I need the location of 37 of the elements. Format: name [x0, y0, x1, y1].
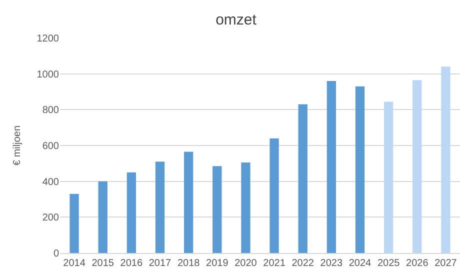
chart-title: omzet — [216, 11, 258, 28]
x-tick-label: 2024 — [348, 258, 372, 269]
bar — [98, 181, 108, 253]
y-tick-label: 400 — [42, 176, 60, 188]
x-tick-label: 2019 — [206, 258, 229, 269]
bar — [70, 194, 79, 253]
bar — [126, 172, 136, 253]
y-tick-label: 600 — [42, 141, 60, 152]
bar — [326, 81, 336, 253]
bar — [298, 104, 308, 253]
x-tick-label: 2018 — [177, 258, 200, 269]
bar — [184, 152, 194, 253]
bar — [355, 86, 365, 253]
bar — [212, 166, 222, 253]
bar — [384, 102, 394, 253]
bar — [412, 80, 422, 253]
bar — [270, 138, 279, 253]
bar — [441, 66, 450, 253]
x-tick-label: 2021 — [263, 258, 286, 269]
y-tick-label: 200 — [42, 212, 60, 224]
x-tick-label: 2025 — [377, 258, 400, 269]
x-tick-label: 2020 — [234, 258, 258, 269]
x-tick-label: 2016 — [120, 258, 143, 269]
x-tick-label: 2027 — [434, 258, 458, 269]
x-tick-label: 2022 — [292, 258, 314, 269]
y-tick-label: 800 — [42, 105, 60, 116]
y-axis-title: € miljoen — [12, 125, 23, 166]
bar — [241, 162, 250, 253]
x-tick-label: 2014 — [63, 258, 86, 269]
bar — [155, 162, 165, 253]
x-tick-label: 2017 — [148, 258, 172, 269]
x-tick-label: 2015 — [92, 258, 114, 269]
y-tick-label: 1200 — [36, 34, 60, 44]
y-tick-label: 0 — [53, 248, 60, 260]
x-tick-label: 2026 — [406, 258, 429, 269]
y-tick-label: 1000 — [36, 69, 60, 80]
x-tick-label: 2023 — [320, 258, 343, 269]
